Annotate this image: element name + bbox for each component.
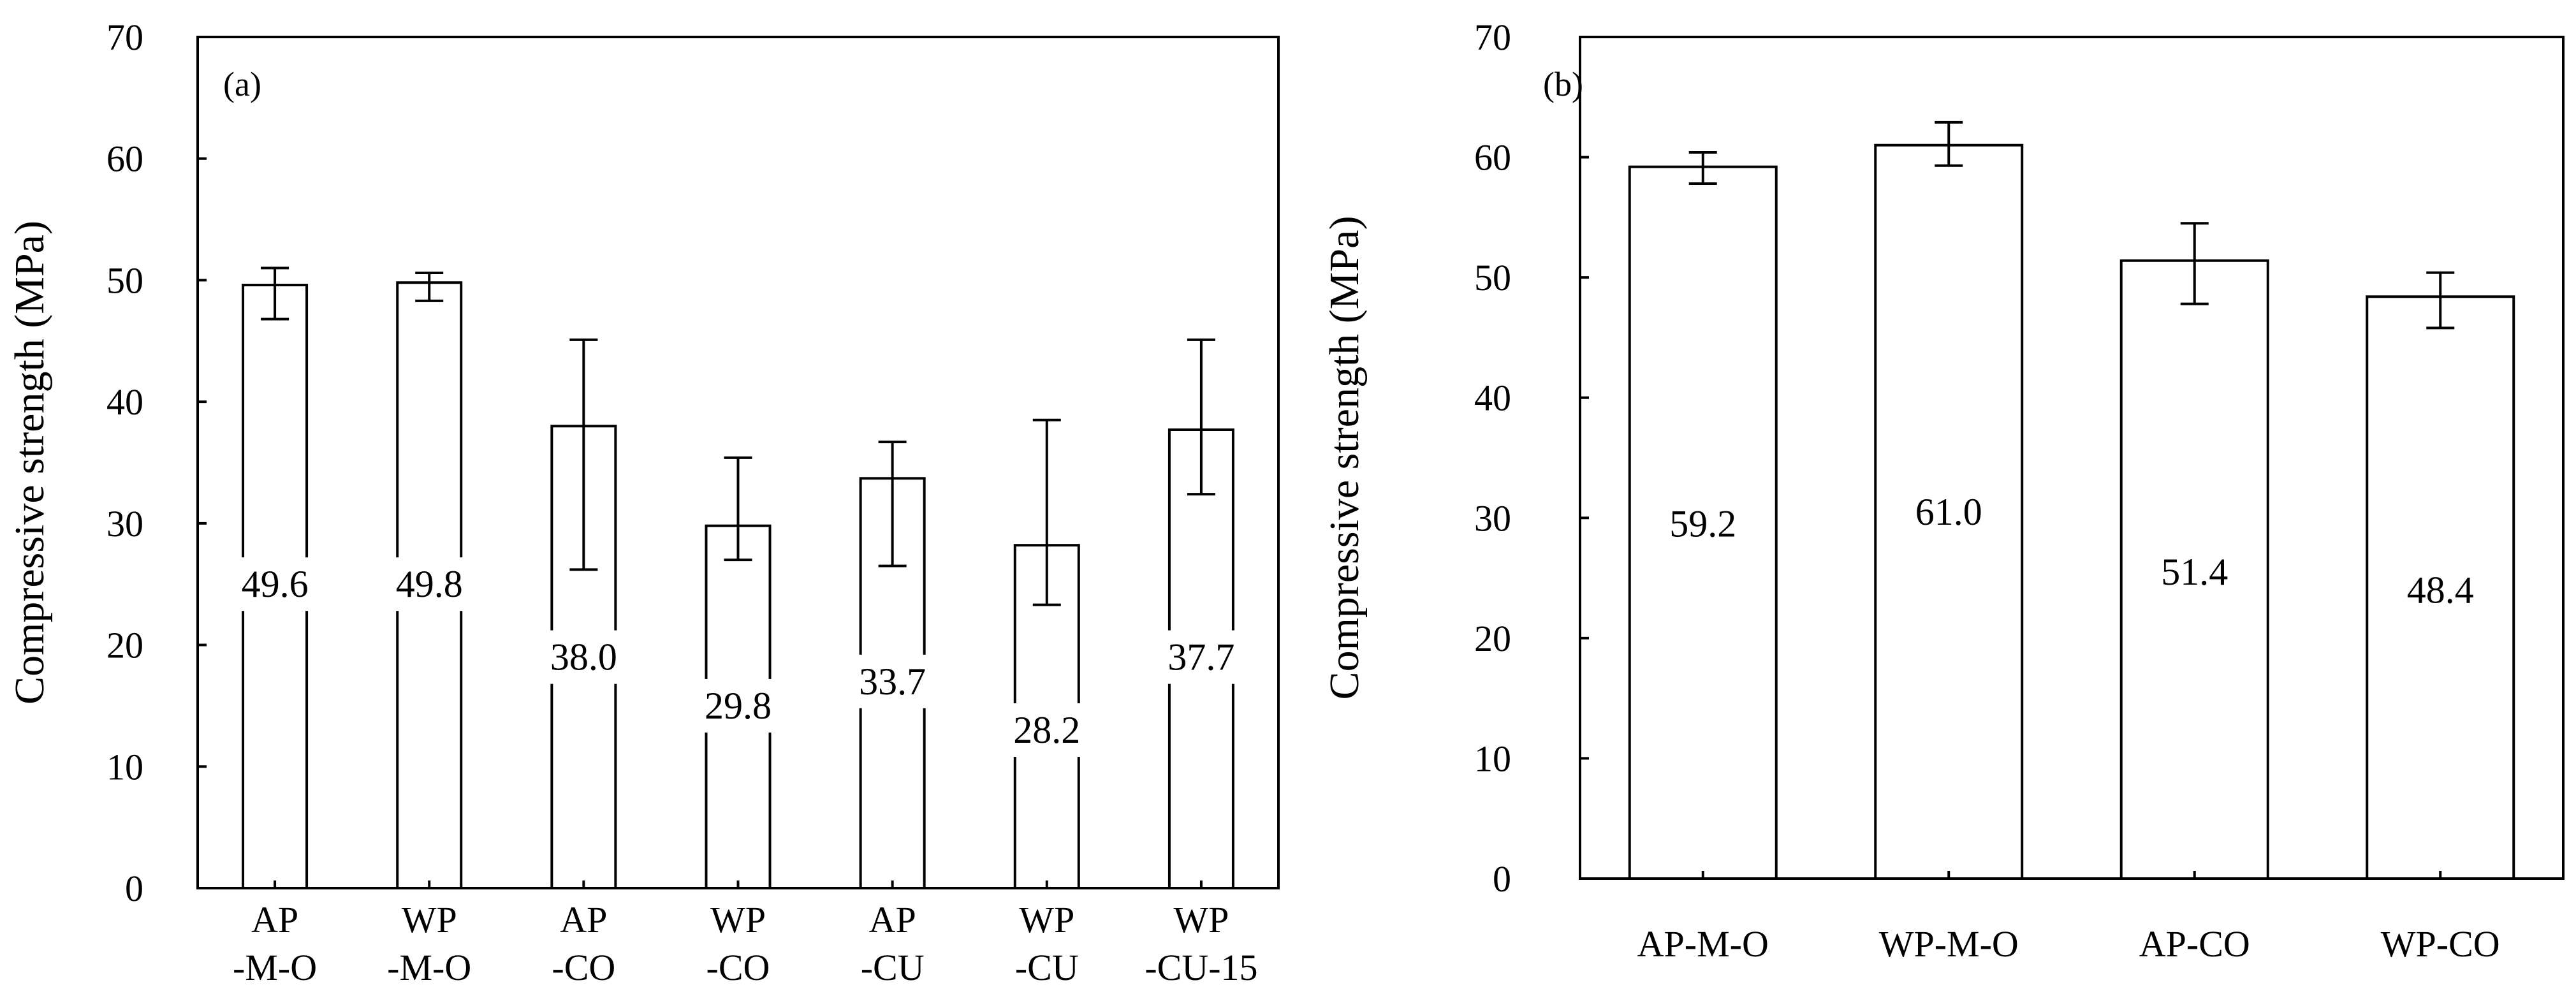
x-tick-label: WP-M-O: [1879, 923, 2019, 965]
data-label: 28.2: [1013, 709, 1080, 751]
data-label-bg: [2144, 545, 2244, 599]
y-tick-label: 30: [106, 503, 143, 544]
data-label-bg: [688, 678, 788, 733]
x-tick-label: -CO: [706, 947, 770, 988]
y-tick-label: 40: [1474, 377, 1511, 419]
data-label-bg: [1653, 497, 1753, 551]
panel-label: (a): [223, 65, 261, 103]
y-tick-label: 10: [106, 746, 143, 787]
data-label-bg: [2390, 563, 2491, 617]
x-tick-label: -CO: [552, 947, 615, 988]
x-tick-label: AP: [251, 899, 298, 940]
data-label: 33.7: [859, 661, 926, 703]
x-tick-label: WP: [1019, 899, 1074, 940]
data-label: 59.2: [1669, 503, 1736, 545]
x-tick-label: WP: [1173, 899, 1229, 940]
data-label: 38.0: [550, 636, 617, 678]
y-tick-label: 0: [125, 868, 143, 909]
x-tick-label: -CU: [861, 947, 925, 988]
data-label: 37.7: [1167, 636, 1234, 678]
data-label: 48.4: [2407, 569, 2474, 611]
y-tick-label: 40: [106, 381, 143, 423]
x-tick-label: WP-CO: [2381, 923, 2500, 965]
data-label-bg: [379, 557, 479, 611]
data-label: 49.8: [396, 563, 463, 605]
data-label-bg: [225, 557, 325, 611]
y-axis-title: Compressive strength (MPa): [1321, 216, 1368, 700]
y-tick-label: 50: [1474, 257, 1511, 298]
y-tick-label: 50: [106, 259, 143, 301]
x-tick-label: AP: [560, 899, 607, 940]
y-tick-label: 10: [1474, 738, 1511, 779]
data-label-bg: [1899, 485, 1999, 539]
y-tick-label: 0: [1493, 858, 1511, 900]
x-tick-label: -CU-15: [1145, 947, 1257, 988]
chart-panel-a: 0 10 20 30 40 50 60 70 Compressive strength (MPa…: [6, 17, 1280, 988]
x-tick-label: WP: [710, 899, 766, 940]
x-tick-label: -M-O: [233, 947, 317, 988]
data-label-bg: [997, 703, 1097, 757]
x-tick-label: WP: [402, 899, 457, 940]
y-tick-label: 60: [106, 138, 143, 180]
data-label-bg: [534, 630, 634, 684]
y-tick-label: 20: [106, 625, 143, 666]
chart-panel-b: 0 10 20 30 40 50 60 70 Compressive strength (MPa…: [1321, 17, 2565, 965]
data-label: 61.0: [1915, 491, 1982, 533]
y-tick-label: 60: [1474, 137, 1511, 179]
y-tick-label: 30: [1474, 497, 1511, 539]
data-label-bg: [842, 654, 942, 708]
data-label: 49.6: [242, 563, 309, 605]
y-axis-title: Compressive strength (MPa): [6, 221, 53, 705]
y-tick-label: 70: [106, 17, 143, 58]
y-tick-label: 20: [1474, 618, 1511, 659]
x-tick-label: AP-M-O: [1637, 923, 1769, 965]
data-label: 51.4: [2161, 551, 2228, 593]
x-tick-label: -M-O: [387, 947, 471, 988]
x-tick-label: AP-CO: [2139, 923, 2250, 965]
data-label: 29.8: [705, 685, 772, 727]
x-tick-label: -CU: [1015, 947, 1079, 988]
y-tick-label: 70: [1474, 17, 1511, 58]
x-tick-label: AP: [869, 899, 916, 940]
data-label-bg: [1151, 630, 1251, 684]
plot-frame: [1579, 36, 2565, 880]
panel-label: (b): [1543, 65, 1583, 103]
